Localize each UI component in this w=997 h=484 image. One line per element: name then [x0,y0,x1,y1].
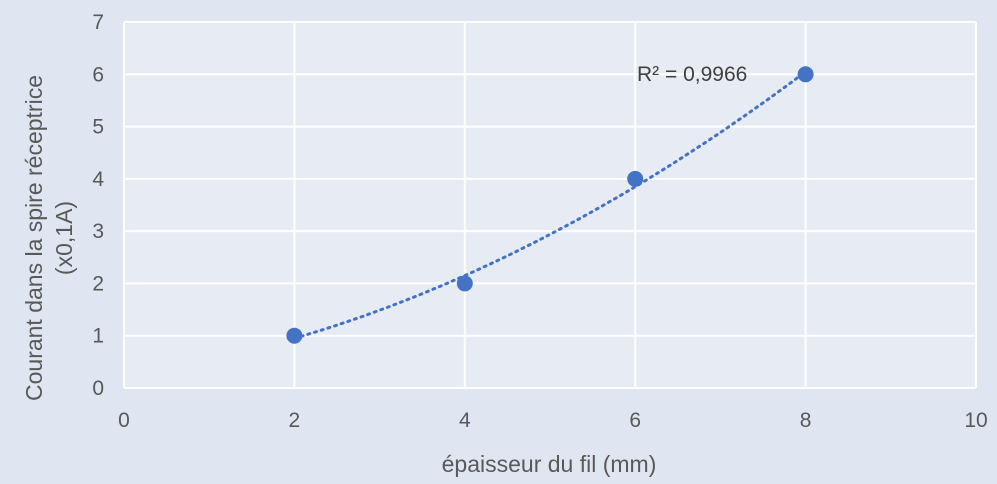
x-tick-label: 0 [118,409,130,432]
y-axis-title-line2: (x0,1A) [51,201,77,275]
y-axis-title-line1: Courant dans la spire réceptrice [21,75,47,401]
plot-area [124,22,976,388]
y-tick-label: 6 [92,63,104,86]
y-tick-label: 3 [92,220,104,243]
y-tick-label: 0 [92,377,104,400]
x-tick-label: 6 [629,409,641,432]
x-axis-title: épaisseur du fil (mm) [442,451,657,477]
x-tick-label: 2 [289,409,301,432]
y-tick-label: 7 [92,11,104,34]
data-point [627,170,644,187]
x-tick-label: 8 [800,409,812,432]
trendline [292,70,808,340]
data-point [286,327,303,344]
x-tick-label: 10 [964,409,987,432]
data-point [456,275,473,292]
y-tick-label: 5 [92,116,104,139]
x-tick-label: 4 [459,409,471,432]
data-point [797,66,814,83]
y-tick-label: 1 [92,325,104,348]
y-tick-label: 2 [92,272,104,295]
y-tick-label: 4 [92,168,104,191]
r-squared-label: R² = 0,9966 [637,63,747,86]
